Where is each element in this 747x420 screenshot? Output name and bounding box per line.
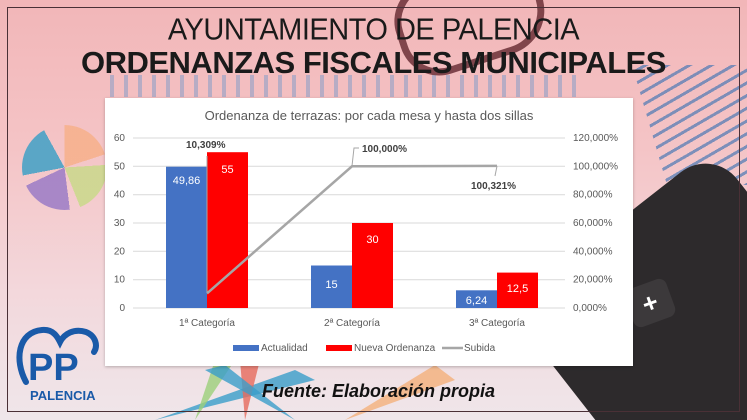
svg-text:20,000%: 20,000%	[573, 275, 613, 286]
page-frame	[7, 7, 740, 412]
svg-text:30: 30	[114, 218, 126, 229]
svg-text:6,24: 6,24	[466, 295, 487, 307]
logo-text: PALENCIA	[30, 388, 96, 403]
bar-actualidad-cat3	[456, 290, 497, 308]
header-title-line2: ORDENANZAS FISCALES MUNICIPALES	[80, 45, 667, 80]
svg-text:PP: PP	[28, 347, 79, 389]
bar-actualidad-cat1	[166, 166, 207, 308]
decorative-bar-chart	[100, 75, 580, 97]
svg-text:30: 30	[366, 234, 378, 246]
right-axis: 0,000% 20,000% 40,000% 60,000% 80,000% 1…	[573, 133, 618, 314]
legend-label-subida: Subida	[464, 343, 496, 354]
svg-text:60,000%: 60,000%	[573, 218, 613, 229]
svg-text:10: 10	[114, 275, 126, 286]
svg-text:80,000%: 80,000%	[573, 190, 613, 201]
svg-text:2ª Categoría: 2ª Categoría	[324, 318, 380, 329]
bars-actualidad	[166, 166, 497, 308]
left-axis: 0 10 20 30 40 50 60	[114, 133, 126, 314]
line-labels: 10,309% 100,000% 100,321%	[186, 140, 516, 192]
svg-text:10,309%: 10,309%	[186, 140, 226, 151]
legend-swatch-nueva	[326, 345, 352, 351]
bar-nueva-cat2	[352, 223, 393, 308]
svg-text:15: 15	[325, 279, 337, 291]
svg-text:12,5: 12,5	[507, 283, 528, 295]
bar-nueva-cat1	[207, 152, 248, 308]
legend-swatch-actualidad	[233, 345, 259, 351]
bar-labels: 49,86 55 15 30 6,24 12,5	[173, 164, 528, 307]
chart-card: Ordenanza de terrazas: por cada mesa y h…	[105, 98, 633, 366]
legend-label-actualidad: Actualidad	[261, 343, 308, 354]
svg-text:40: 40	[114, 190, 126, 201]
decorative-pie-chart	[22, 125, 107, 210]
svg-text:3ª Categoría: 3ª Categoría	[469, 318, 525, 329]
svg-text:49,86: 49,86	[173, 175, 201, 187]
svg-text:1ª Categoría: 1ª Categoría	[179, 318, 235, 329]
svg-text:100,000%: 100,000%	[362, 144, 407, 155]
svg-text:40,000%: 40,000%	[573, 246, 613, 257]
bar-nueva-cat3	[497, 272, 538, 308]
svg-text:0,000%: 0,000%	[573, 303, 607, 314]
legend-label-nueva: Nueva Ordenanza	[354, 343, 436, 354]
bar-actualidad-cat2	[311, 265, 352, 308]
svg-text:100,000%: 100,000%	[573, 161, 618, 172]
svg-text:50: 50	[114, 161, 126, 172]
svg-text:20: 20	[114, 246, 126, 257]
label-leaders	[206, 147, 498, 293]
decorative-fan	[155, 360, 455, 420]
svg-text:60: 60	[114, 133, 126, 144]
svg-text:55: 55	[221, 164, 233, 176]
category-axis: 1ª Categoría 2ª Categoría 3ª Categoría	[179, 318, 525, 329]
svg-text:120,000%: 120,000%	[573, 133, 618, 144]
source-caption: Fuente: Elaboración propia	[262, 381, 496, 401]
header-title-line1: AYUNTAMIENTO DE PALENCIA	[167, 13, 580, 47]
legend: Actualidad Nueva Ordenanza Subida	[233, 343, 496, 354]
svg-text:0: 0	[119, 303, 125, 314]
bars-nueva-ordenanza	[207, 152, 538, 308]
svg-text:100,321%: 100,321%	[471, 181, 516, 192]
pp-logo: PP	[16, 326, 99, 389]
line-subida	[206, 164, 498, 295]
chart-title: Ordenanza de terrazas: por cada mesa y h…	[205, 108, 534, 123]
